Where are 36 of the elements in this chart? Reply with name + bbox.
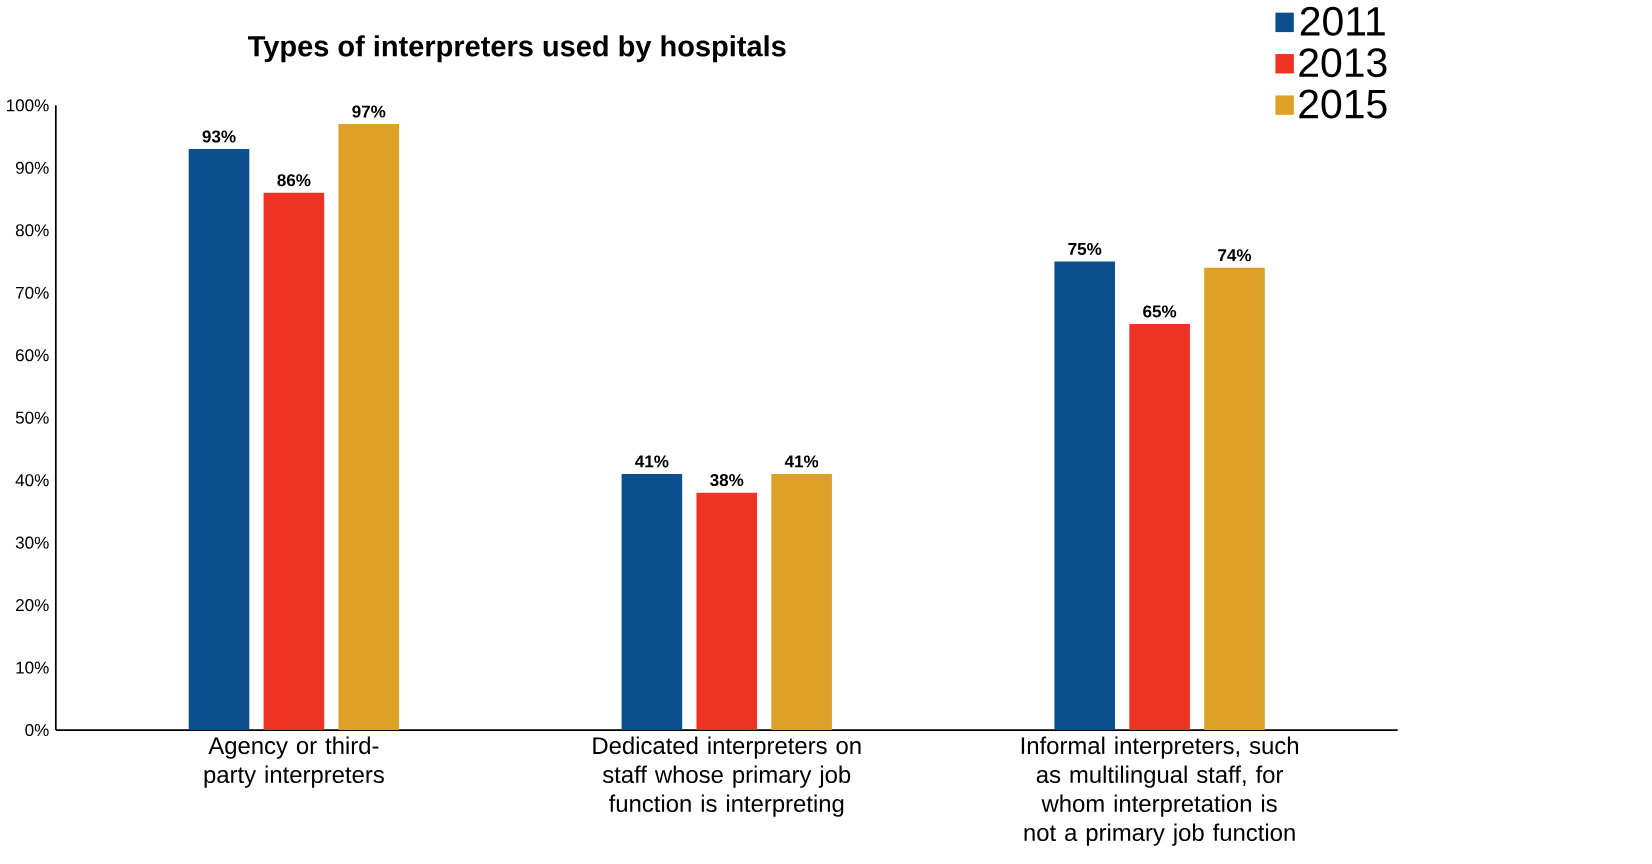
bar: [1054, 261, 1116, 730]
chart-title: Types of interpreters used by hospitals: [248, 35, 786, 63]
bar: [696, 492, 758, 730]
data-label: 65%: [1143, 305, 1177, 318]
y-tick-label: 30%: [15, 536, 49, 549]
bar: [771, 473, 832, 730]
data-label: 75%: [1068, 242, 1102, 255]
bar: [621, 473, 683, 730]
data-label: 86%: [277, 173, 311, 187]
y-tick-label: 20%: [16, 598, 49, 611]
x-tick-label: Informal interpreters, such as multilingual staff, for whom interpretation is not a primary job function: [1021, 736, 1298, 846]
y-tick-label: 80%: [15, 224, 49, 237]
data-label: 41%: [635, 455, 669, 468]
legend-label: 2013: [1299, 48, 1387, 77]
y-tick-label: 90%: [15, 161, 49, 174]
y-tick-label: 0%: [25, 723, 49, 736]
y-tick-label: 40%: [15, 473, 49, 486]
bar: [338, 123, 400, 730]
data-label: 97%: [352, 105, 386, 118]
y-tick-label: 100%: [6, 99, 49, 112]
bar: [188, 148, 250, 730]
y-tick-label: 10%: [16, 661, 49, 674]
bar: [1129, 323, 1190, 730]
data-label: 93%: [202, 130, 236, 143]
data-label: 41%: [784, 455, 819, 468]
y-tick-label: 70%: [16, 286, 49, 299]
bar: [263, 192, 325, 730]
y-tick-label: 60%: [16, 348, 49, 362]
legend-label: 2015: [1299, 89, 1387, 119]
data-label: 38%: [710, 473, 744, 486]
bar: [1204, 267, 1265, 730]
data-label: 74%: [1218, 249, 1252, 262]
legend-label: 2011: [1300, 6, 1385, 36]
x-tick-label: Dedicated interpreters on staff whose primary job function is interpreting: [593, 736, 861, 817]
y-tick-label: 50%: [15, 411, 49, 424]
x-tick-label: Agency or third-party interpreters: [204, 736, 384, 788]
